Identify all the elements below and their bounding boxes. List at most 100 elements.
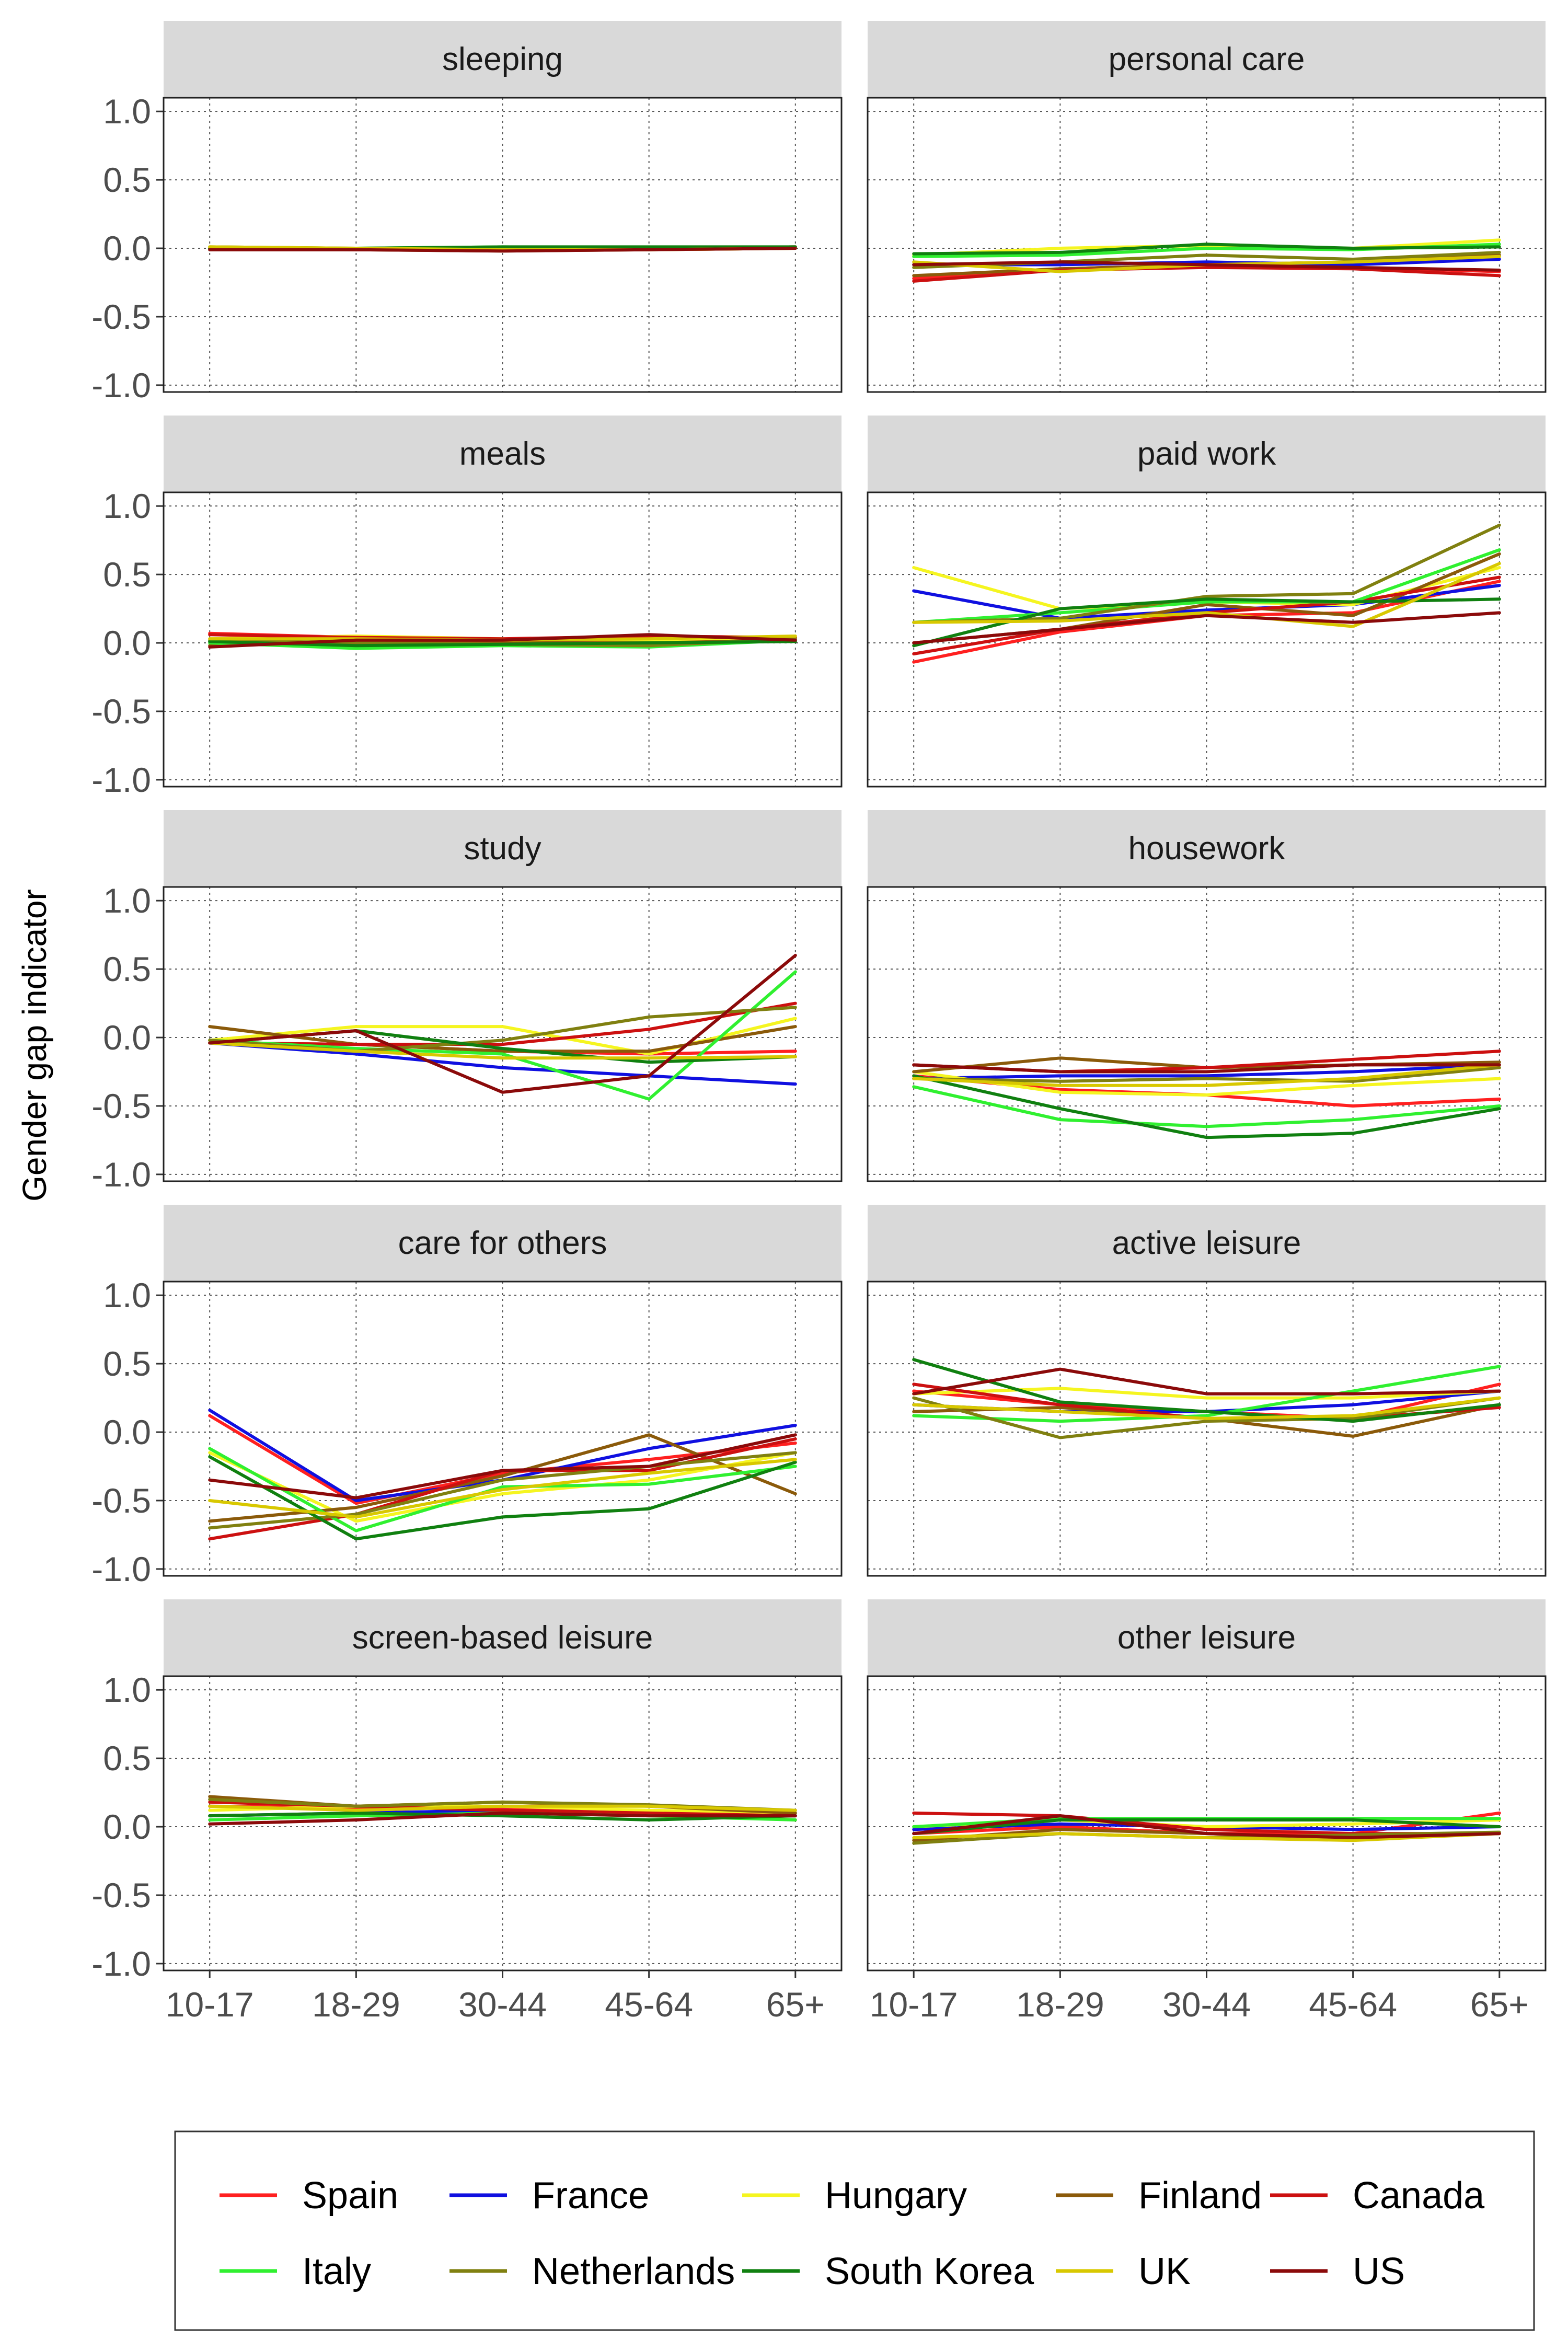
legend-label: Hungary: [825, 2175, 967, 2217]
panel-background: [868, 1282, 1546, 1576]
facet-title: personal care: [1109, 41, 1305, 77]
legend-item: Spain: [220, 2175, 398, 2217]
series-line: [208, 1804, 797, 1812]
facet-title: other leisure: [1117, 1620, 1296, 1656]
series-line: [208, 1458, 797, 1519]
legend-item: Canada: [1270, 2175, 1485, 2217]
panel: meals 1.0 0.5 0.0 -0.5 -1.0: [91, 416, 843, 799]
series-line: [912, 1063, 1501, 1087]
series-line: [208, 247, 797, 253]
y-tick-label: 0.0: [103, 1413, 151, 1451]
legend-label: Spain: [302, 2175, 398, 2217]
y-tick-label: 1.0: [103, 92, 151, 131]
panel: sleeping 1.0 0.5 0.0 -0.5 -1.0: [91, 21, 843, 405]
series-line: [208, 633, 797, 649]
legend-label: Italy: [302, 2251, 371, 2292]
legend-item: Netherlands: [449, 2251, 735, 2292]
series-line: [912, 260, 1501, 272]
series-line: [912, 1085, 1501, 1128]
y-tick-label: 1.0: [103, 881, 151, 920]
legend: Spain France Hungary Finland Canada Italy Neth…: [174, 2130, 1535, 2331]
legend-label: South Korea: [825, 2251, 1034, 2292]
series-line: [912, 1365, 1501, 1423]
y-tick-label: -1.0: [91, 366, 151, 405]
series-line: [912, 1063, 1501, 1074]
facet-title: active leisure: [1112, 1225, 1301, 1261]
y-tick-label: 0.5: [103, 1739, 151, 1778]
panel-border: [867, 97, 1547, 393]
legend-item: France: [449, 2175, 649, 2217]
facet-title: screen-based leisure: [352, 1620, 653, 1656]
facet-strip: [868, 416, 1546, 492]
series-line: [912, 1074, 1501, 1139]
series-line: [208, 1811, 797, 1821]
y-tick-label: 0.5: [103, 160, 151, 199]
y-tick-label: -0.5: [91, 1087, 151, 1125]
panel: paid work: [867, 416, 1547, 788]
series-line: [208, 1433, 797, 1500]
series-line: [208, 1451, 797, 1523]
x-tick-label: 10-17: [870, 1985, 958, 2024]
x-axis: 10-17 18-29 30-44 45-64 65+ 10-17 18-29 30-44 45…: [166, 1970, 1529, 2024]
panel: care for others 1.0 0.5 0.0 -0.5 -1.0: [91, 1205, 843, 1588]
legend-item: Italy: [220, 2251, 371, 2292]
legend-item: US: [1270, 2251, 1405, 2292]
panel-border: [867, 1281, 1547, 1577]
y-tick-label: 0.5: [103, 555, 151, 594]
series-line: [912, 1070, 1501, 1097]
series-line: [912, 1814, 1501, 1839]
series-line: [912, 1063, 1501, 1080]
y-tick-label: 1.0: [103, 487, 151, 525]
y-tick-label: 1.0: [103, 1276, 151, 1315]
panel-background: [868, 887, 1546, 1181]
series-line: [208, 953, 797, 1094]
series-line: [912, 1818, 1501, 1836]
y-tick-label: 0.0: [103, 1807, 151, 1846]
y-tick-label: -1.0: [91, 1550, 151, 1588]
x-tick-label: 65+: [766, 1985, 825, 2024]
series-line: [912, 266, 1501, 283]
facet-strip: [868, 21, 1546, 97]
facet-title: paid work: [1137, 436, 1276, 472]
series-line: [208, 640, 797, 648]
facet-panels: sleeping 1.0 0.5 0.0 -0.5 -1.0 personal care me…: [91, 21, 1547, 1983]
panel-border: [163, 1281, 843, 1577]
y-axis-label: Gender gap indicator: [16, 889, 53, 1202]
facet-title: housework: [1128, 831, 1286, 867]
series-line: [912, 1358, 1501, 1423]
facet-title: study: [464, 831, 541, 867]
x-tick-label: 65+: [1470, 1985, 1529, 2024]
series-line: [208, 1811, 797, 1826]
legend-label: Canada: [1353, 2175, 1485, 2217]
legend-item: UK: [1056, 2251, 1191, 2292]
legend-label: Netherlands: [532, 2251, 735, 2292]
facet-title: meals: [459, 436, 546, 472]
series-line: [208, 1447, 797, 1532]
facet-strip: [164, 21, 841, 97]
y-tick-label: -0.5: [91, 1481, 151, 1520]
x-tick-label: 30-44: [1162, 1985, 1251, 2024]
facet-strip: [164, 1205, 841, 1281]
legend-label: Finland: [1138, 2175, 1262, 2217]
series-line: [912, 1367, 1501, 1396]
panel: other leisure: [867, 1599, 1547, 1971]
series-line: [912, 1396, 1501, 1439]
series-line: [208, 1001, 797, 1046]
panel: personal care: [867, 21, 1547, 393]
panel-background: [164, 1282, 841, 1576]
legend-item: South Korea: [742, 2251, 1034, 2292]
panel-border: [163, 491, 843, 788]
y-tick-label: -0.5: [91, 692, 151, 731]
y-tick-label: -0.5: [91, 297, 151, 336]
series-line: [912, 584, 1501, 620]
y-tick-label: 1.0: [103, 1670, 151, 1709]
y-tick-label: 0.0: [103, 624, 151, 662]
series-line: [912, 548, 1501, 624]
facet-title: sleeping: [442, 41, 563, 77]
x-tick-label: 45-64: [605, 1985, 693, 2024]
facet-title: care for others: [398, 1225, 607, 1261]
panel-background: [868, 492, 1546, 787]
panel: active leisure: [867, 1205, 1547, 1577]
series-line: [208, 1041, 797, 1060]
